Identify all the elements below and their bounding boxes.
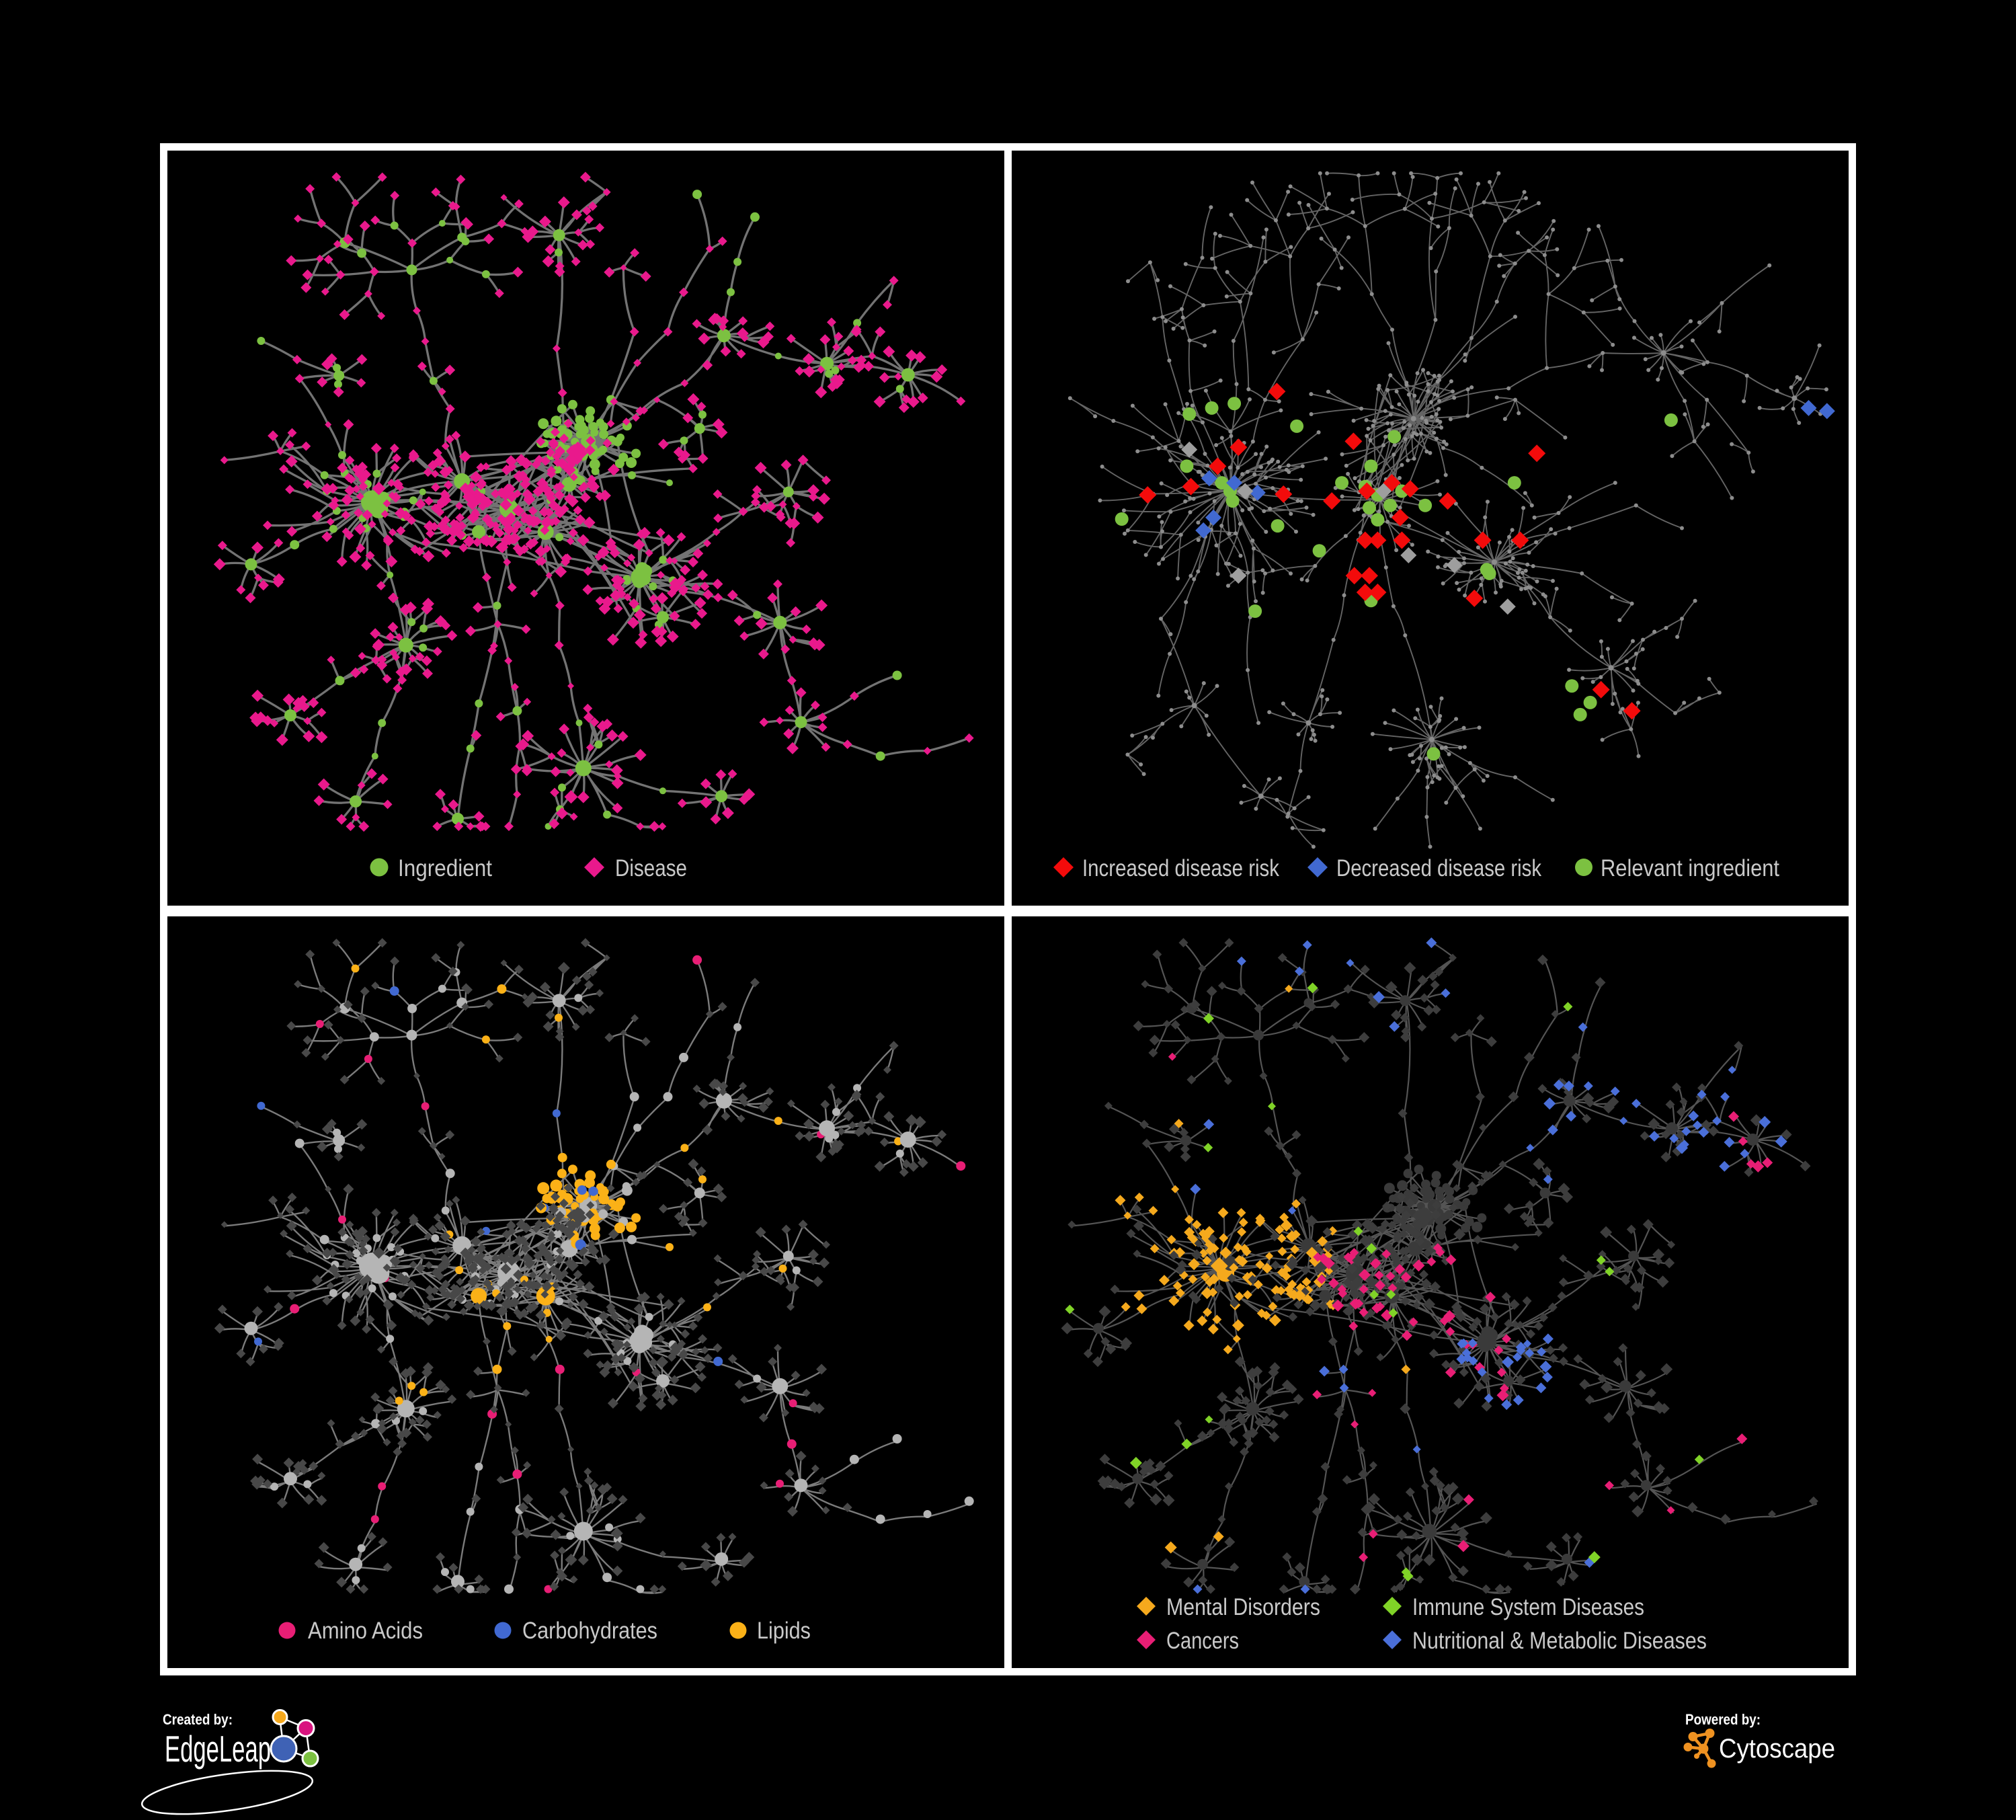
svg-text:Immune System Diseases: Immune System Diseases [1412, 1594, 1644, 1620]
svg-text:Decreased disease risk: Decreased disease risk [1336, 855, 1541, 881]
svg-text:Increased disease risk: Increased disease risk [1082, 855, 1279, 881]
svg-text:Ingredient: Ingredient [398, 855, 492, 881]
svg-text:Powered by:: Powered by: [1685, 1711, 1761, 1728]
svg-text:Carbohydrates: Carbohydrates [522, 1618, 657, 1644]
svg-text:Relevant ingredient: Relevant ingredient [1601, 855, 1779, 881]
svg-text:Mental Disorders: Mental Disorders [1166, 1594, 1320, 1620]
svg-text:Nutritional & Metabolic Diseas: Nutritional & Metabolic Diseases [1412, 1628, 1707, 1654]
svg-text:Disease: Disease [615, 855, 687, 881]
svg-text:Cytoscape: Cytoscape [1719, 1734, 1835, 1764]
svg-text:EdgeLeap: EdgeLeap [165, 1728, 271, 1770]
svg-text:Lipids: Lipids [757, 1618, 811, 1644]
svg-text:Cancers: Cancers [1166, 1628, 1239, 1654]
svg-text:Created by:: Created by: [163, 1711, 233, 1728]
svg-text:Amino Acids: Amino Acids [308, 1618, 423, 1644]
